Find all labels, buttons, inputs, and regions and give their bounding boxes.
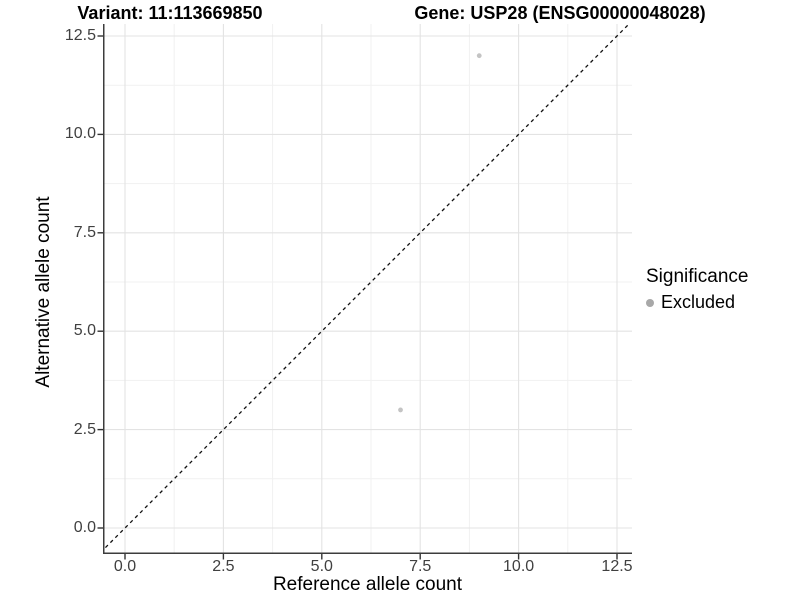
x-tick-label: 7.5 — [409, 558, 432, 575]
variant-title: Variant: 11:113669850 — [77, 3, 263, 23]
y-tick-label: 0.0 — [73, 519, 96, 536]
y-tick-label: 5.0 — [73, 322, 96, 340]
x-tick-label: 5.0 — [310, 558, 333, 575]
x-tick-label: 12.5 — [601, 558, 633, 575]
y-tick-label: 7.5 — [73, 223, 96, 241]
x-axis-title: Reference allele count — [272, 574, 463, 595]
plot-canvas — [97, 24, 632, 560]
legend-item-excluded: Excluded — [646, 292, 748, 313]
data-point — [398, 407, 403, 413]
y-tick-label: 2.5 — [73, 420, 96, 438]
legend: Significance Excluded — [646, 266, 748, 313]
y-axis-title: Alternative allele count — [33, 196, 54, 388]
identity-reference-line — [103, 24, 630, 551]
legend-point-icon — [646, 298, 654, 307]
data-point — [476, 53, 482, 59]
y-tick-label: 12.5 — [64, 27, 96, 44]
x-tick-label: 2.5 — [212, 558, 235, 575]
legend-title: Significance — [646, 266, 749, 287]
gene-title: Gene: USP28 (ENSG00000048028) — [414, 3, 706, 23]
legend-item-label: Excluded — [661, 292, 736, 312]
y-tick-label: 10.0 — [64, 125, 96, 143]
x-tick-label: 10.0 — [503, 558, 535, 575]
plot-panel — [97, 24, 632, 560]
x-tick-label: 0.0 — [113, 558, 137, 575]
